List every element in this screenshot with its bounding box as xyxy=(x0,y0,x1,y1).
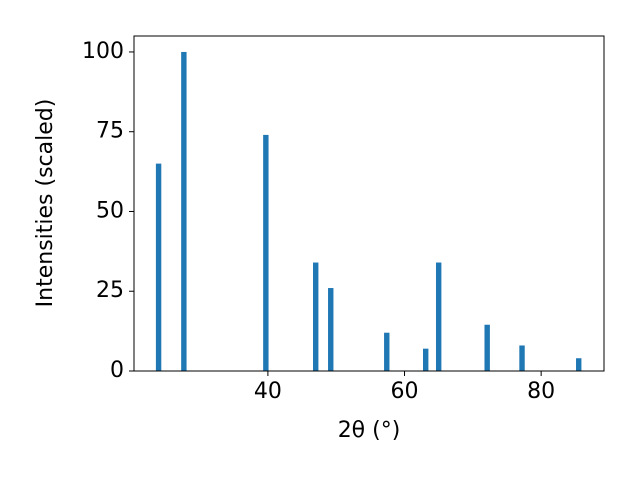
x-tick-label: 60 xyxy=(391,379,419,404)
y-tick-label: 25 xyxy=(96,278,124,303)
x-tick-label: 80 xyxy=(527,379,555,404)
bar xyxy=(181,51,187,371)
plot-frame xyxy=(133,35,605,372)
bar xyxy=(155,163,162,371)
y-tick-label: 100 xyxy=(82,39,124,64)
bar xyxy=(519,345,525,371)
bar xyxy=(384,332,390,371)
bar xyxy=(423,348,429,371)
x-axis-label: 2θ (°) xyxy=(338,418,401,443)
bar xyxy=(313,262,319,371)
y-axis-label: Intensities (scaled) xyxy=(33,99,58,308)
y-tick-label: 75 xyxy=(96,119,124,144)
bar xyxy=(328,288,334,371)
y-tick-label: 50 xyxy=(96,198,124,223)
bar xyxy=(484,324,490,371)
bar xyxy=(576,358,582,371)
bar xyxy=(435,262,442,371)
x-tick-label: 40 xyxy=(254,379,282,404)
y-tick-label: 0 xyxy=(110,358,124,383)
bar xyxy=(263,134,269,371)
